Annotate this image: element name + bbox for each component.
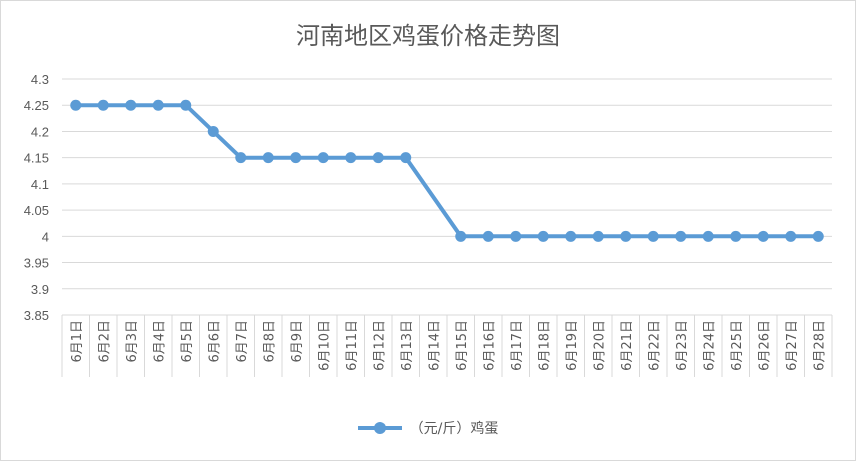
y-tick-label: 4.2 (31, 124, 49, 139)
x-tick-label: 6月2日 (97, 320, 112, 363)
legend: （元/斤）鸡蛋 (0, 418, 856, 438)
x-tick-label: 6月9日 (290, 320, 305, 363)
legend-label: （元/斤）鸡蛋 (409, 421, 499, 437)
x-tick-label: 6月19日 (565, 320, 580, 371)
data-point (455, 230, 467, 242)
y-tick-label: 4.3 (31, 72, 49, 87)
y-tick-label: 3.85 (24, 308, 49, 323)
x-tick-label: 6月23日 (675, 320, 690, 371)
data-point (372, 152, 384, 164)
y-tick-label: 4.25 (24, 98, 49, 113)
data-point (482, 230, 494, 242)
x-tick-label: 6月5日 (180, 320, 195, 363)
data-point (537, 230, 549, 242)
x-tick-label: 6月25日 (730, 320, 745, 371)
x-tick-label: 6月15日 (455, 320, 470, 371)
data-point (620, 230, 632, 242)
data-point (510, 230, 522, 242)
data-point (235, 152, 247, 164)
data-point (207, 125, 219, 137)
chart-title: 河南地区鸡蛋价格走势图 (296, 22, 560, 50)
x-tick-label: 6月17日 (510, 320, 525, 371)
x-tick-label: 6月3日 (125, 320, 140, 363)
data-point (785, 230, 797, 242)
data-point (70, 99, 82, 111)
y-tick-label: 4 (42, 229, 49, 244)
data-point (345, 152, 357, 164)
x-tick-label: 6月22日 (647, 320, 662, 371)
y-tick-label: 4.15 (24, 151, 49, 166)
x-tick-label: 6月26日 (757, 320, 772, 371)
x-tick-label: 6月18日 (537, 320, 552, 371)
y-tick-label: 4.1 (31, 177, 49, 192)
x-tick-label: 6月16日 (482, 320, 497, 371)
x-tick-label: 6月4日 (152, 320, 167, 363)
data-point (702, 230, 714, 242)
series-line (73, 103, 821, 239)
x-tick-label: 6月11日 (345, 320, 360, 371)
x-tick-label: 6月13日 (400, 320, 415, 371)
x-tick-label: 6月7日 (235, 320, 250, 363)
x-tick-label: 6月21日 (620, 320, 635, 371)
data-point (262, 152, 274, 164)
x-tick-label: 6月12日 (372, 320, 387, 371)
legend-swatch (357, 418, 402, 438)
data-point (97, 99, 109, 111)
data-point (317, 152, 329, 164)
data-point (290, 152, 302, 164)
data-point (565, 230, 577, 242)
x-tick-label: 6月24日 (702, 320, 717, 371)
data-point (757, 230, 769, 242)
data-point (180, 99, 192, 111)
x-tick-label: 6月27日 (785, 320, 800, 371)
data-point (592, 230, 604, 242)
data-point (730, 230, 742, 242)
x-tick-label: 6月20日 (592, 320, 607, 371)
y-tick-label: 3.95 (24, 256, 49, 271)
y-tick-label: 3.9 (31, 282, 49, 297)
x-tick-label: 6月1日 (70, 320, 85, 363)
data-point (400, 152, 412, 164)
x-tick-label: 6月6日 (207, 320, 222, 363)
data-point (675, 230, 687, 242)
data-point (125, 99, 137, 111)
x-tick-label: 6月10日 (317, 320, 332, 371)
x-tick-label: 6月8日 (262, 320, 277, 363)
y-tick-label: 4.05 (24, 203, 49, 218)
data-point (152, 99, 164, 111)
x-tick-label: 6月28日 (812, 320, 827, 371)
data-point (647, 230, 659, 242)
data-point (812, 230, 824, 242)
x-tick-label: 6月14日 (427, 320, 442, 371)
